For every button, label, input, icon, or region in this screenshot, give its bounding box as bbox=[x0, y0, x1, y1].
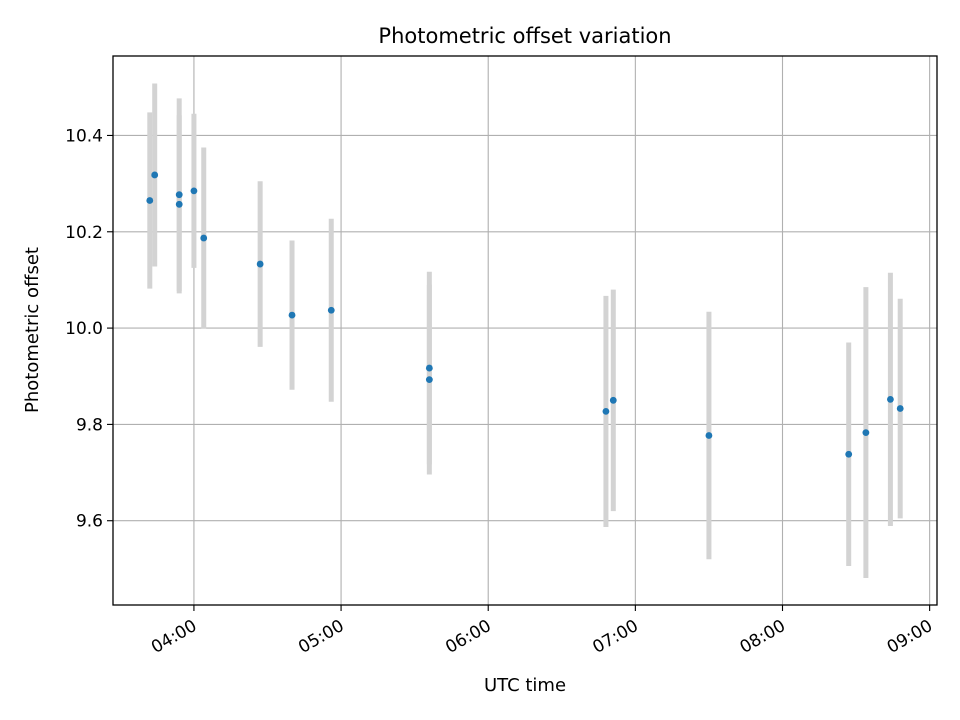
plot-area-frame bbox=[112, 55, 938, 606]
data-point bbox=[327, 306, 335, 314]
y-axis-label: Photometric offset bbox=[22, 247, 43, 413]
data-point bbox=[425, 364, 433, 372]
data-point bbox=[705, 432, 713, 439]
data-point bbox=[887, 395, 894, 403]
data-point bbox=[288, 311, 296, 319]
chart-title: Photometric offset variation bbox=[378, 24, 671, 48]
data-point bbox=[256, 260, 264, 268]
y-tick-label: 9.6 bbox=[76, 512, 103, 532]
data-point bbox=[175, 191, 183, 199]
data-point bbox=[190, 187, 198, 195]
data-point bbox=[151, 171, 159, 179]
y-tick-label: 10.2 bbox=[65, 223, 103, 243]
y-tick-label: 10.0 bbox=[65, 319, 103, 339]
data-point bbox=[175, 200, 183, 208]
data-point bbox=[896, 405, 904, 412]
y-tick-label: 10.4 bbox=[65, 126, 103, 146]
grid bbox=[113, 56, 937, 605]
data-point bbox=[862, 429, 870, 436]
data-point bbox=[200, 234, 208, 242]
data-point bbox=[602, 408, 610, 415]
x-axis-label: UTC time bbox=[484, 675, 566, 696]
data-point bbox=[609, 396, 617, 404]
data-point bbox=[845, 450, 853, 458]
data-point bbox=[425, 376, 433, 384]
y-tick-label: 9.8 bbox=[76, 415, 103, 435]
y-axis-ticks: 9.6 9.8 10.0 10.2 10.4 bbox=[65, 126, 113, 532]
data-point bbox=[146, 197, 154, 204]
data-points bbox=[146, 171, 904, 458]
